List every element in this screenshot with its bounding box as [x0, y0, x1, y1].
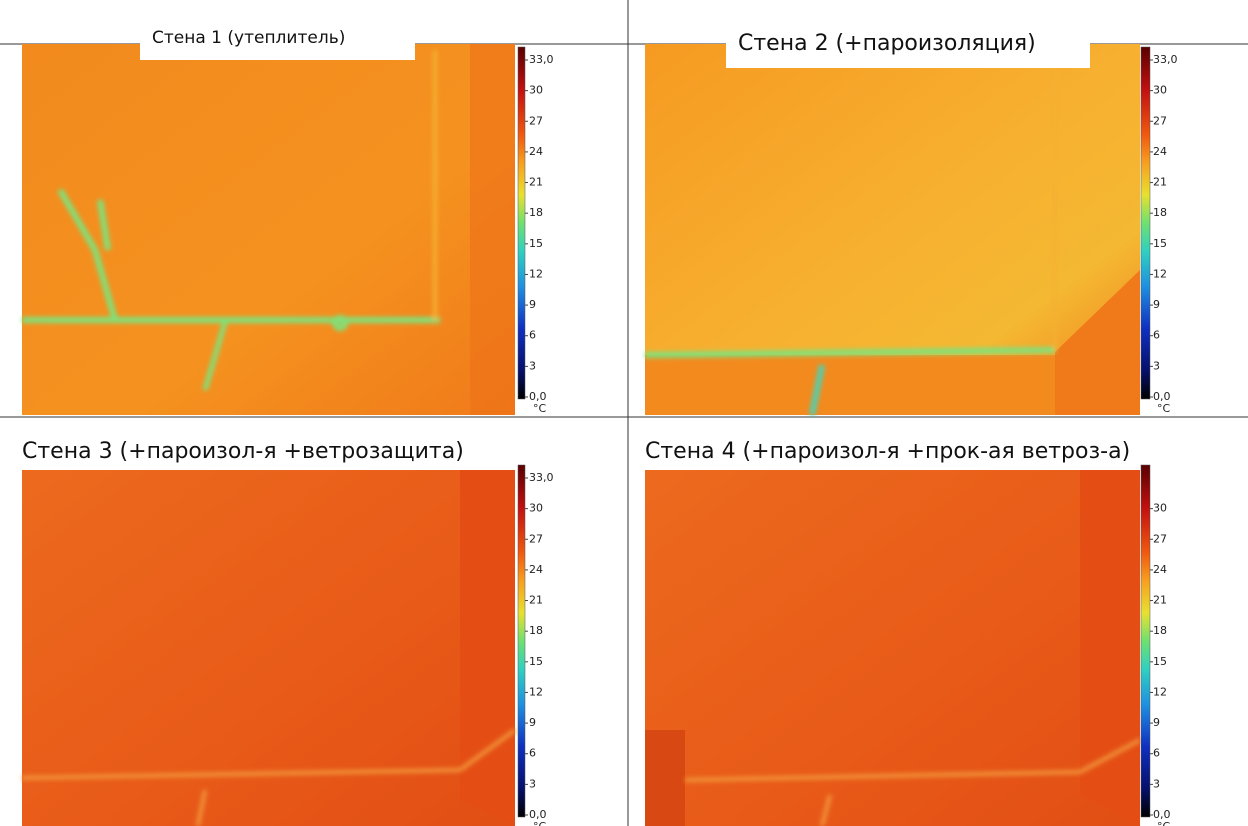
scale-label: 30 — [1153, 502, 1167, 515]
thermal-image — [645, 470, 1140, 826]
scale-label: 15 — [529, 655, 543, 668]
thermal-image — [645, 44, 1140, 415]
scale-label: 30 — [529, 502, 543, 515]
scale-unit: °C — [533, 402, 547, 415]
scale-unit: °C — [1157, 402, 1171, 415]
scale-unit: °C — [1157, 820, 1171, 826]
scale-label: 18 — [1153, 206, 1167, 219]
thermal-comparison: Стена 1 (утеплитель) 33,0 30 27 24 21 18 15 12 9 6… — [0, 0, 1248, 826]
scale-label: 30 — [1153, 84, 1167, 97]
panel-title: Стена 2 (+пароизоляция) — [738, 31, 1036, 56]
scale-label: 6 — [1153, 329, 1160, 342]
scale-label: 27 — [1153, 114, 1167, 127]
scale-label: 33,0 — [529, 471, 554, 484]
scale-label: 18 — [529, 624, 543, 637]
scale-label: 27 — [1153, 532, 1167, 545]
scale-label: 12 — [1153, 267, 1167, 280]
scale-label: 9 — [529, 298, 536, 311]
scale-label: 33,0 — [529, 53, 554, 66]
scale-label: 12 — [529, 267, 543, 280]
scale-label: 18 — [529, 206, 543, 219]
scale-unit: °C — [533, 820, 547, 826]
scale-label: 21 — [529, 176, 543, 189]
scale-label: 12 — [1153, 685, 1167, 698]
thermal-image — [22, 470, 515, 826]
scale-label: 24 — [1153, 145, 1167, 158]
color-scale — [1141, 465, 1150, 817]
scale-label: 15 — [1153, 655, 1167, 668]
scale-label: 27 — [529, 114, 543, 127]
scale-label: 18 — [1153, 624, 1167, 637]
color-scale — [518, 465, 525, 817]
scale-label: 30 — [529, 84, 543, 97]
scale-label: 3 — [529, 777, 536, 790]
color-scale — [1141, 47, 1150, 399]
scale-label: 21 — [529, 594, 543, 607]
scale-label: 6 — [1153, 747, 1160, 760]
scale-label: 24 — [529, 563, 543, 576]
color-scale — [518, 47, 525, 399]
scale-label: 6 — [529, 747, 536, 760]
scale-label: 6 — [529, 329, 536, 342]
panel-title: Стена 1 (утеплитель) — [152, 28, 345, 48]
scale-label: 15 — [529, 237, 543, 250]
scale-label: 27 — [529, 532, 543, 545]
scale-label: 3 — [1153, 777, 1160, 790]
thermal-image — [22, 44, 515, 415]
scale-label: 9 — [1153, 716, 1160, 729]
scale-label: 21 — [1153, 176, 1167, 189]
scale-label: 33,0 — [1153, 53, 1178, 66]
scale-label: 21 — [1153, 594, 1167, 607]
scale-label: 12 — [529, 685, 543, 698]
scale-label: 3 — [1153, 359, 1160, 372]
scale-label: 9 — [1153, 298, 1160, 311]
scale-label: 24 — [1153, 563, 1167, 576]
panel-title: Стена 3 (+пароизол-я +ветрозащита) — [22, 439, 464, 464]
scale-label: 24 — [529, 145, 543, 158]
scale-label: 9 — [529, 716, 536, 729]
scale-label: 15 — [1153, 237, 1167, 250]
panel-title: Стена 4 (+пароизол-я +прок-ая ветроз-а) — [645, 439, 1130, 464]
scale-label: 3 — [529, 359, 536, 372]
